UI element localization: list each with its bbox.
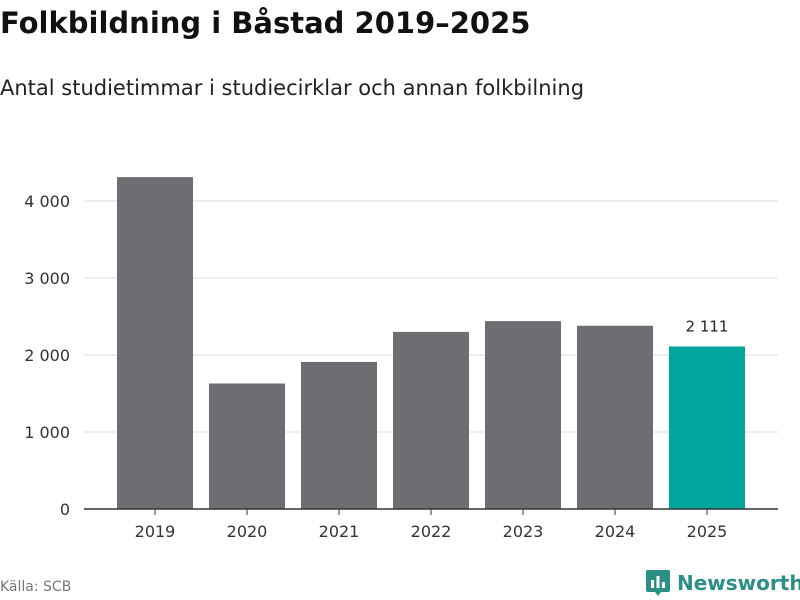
y-tick-label: 0 <box>60 500 70 519</box>
bar-2021 <box>301 361 377 509</box>
chart-title: Folkbildning i Båstad 2019–2025 <box>0 6 531 40</box>
source-note: Källa: SCB <box>0 579 72 595</box>
x-tick-label: 2019 <box>135 522 176 541</box>
data-label: 2 111 <box>686 317 729 335</box>
bar-2023 <box>485 321 561 509</box>
y-axis-ticks: 0 1 000 2 000 3 000 4 000 <box>24 192 70 519</box>
data-labels: 2 111 <box>686 317 729 335</box>
x-tick-label: 2024 <box>595 522 636 541</box>
bar-2025 <box>669 346 745 509</box>
y-tick-label: 1 000 <box>24 423 70 442</box>
chart-subtitle: Antal studietimmar i studiecirklar och a… <box>0 76 585 100</box>
bar-2024 <box>577 325 653 509</box>
x-tick-label: 2020 <box>227 522 268 541</box>
x-tick-label: 2025 <box>687 522 728 541</box>
x-tick-label: 2021 <box>319 522 360 541</box>
y-tick-label: 3 000 <box>24 269 70 288</box>
y-tick-label: 4 000 <box>24 192 70 211</box>
x-tick-label: 2023 <box>503 522 544 541</box>
bar-2019 <box>117 177 193 509</box>
bar-2022 <box>393 331 469 509</box>
y-tick-label: 2 000 <box>24 346 70 365</box>
x-tick-label: 2022 <box>411 522 452 541</box>
brand[interactable]: Newsworthy <box>645 568 800 598</box>
brand-name: Newsworthy <box>677 571 800 595</box>
bars <box>84 177 778 510</box>
bar-2020 <box>209 383 285 509</box>
newsworthy-logo-icon <box>646 570 670 596</box>
x-axis-ticks: 2019 2020 2021 2022 2023 2024 2025 <box>135 509 728 541</box>
